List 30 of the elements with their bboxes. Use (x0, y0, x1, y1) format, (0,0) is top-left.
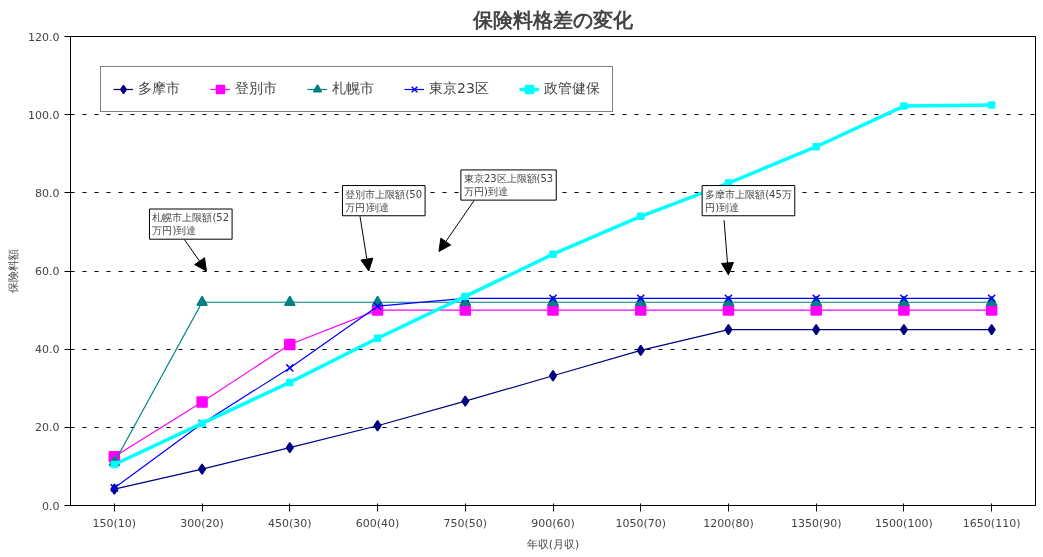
x-tick-label: 1500(100) (875, 516, 933, 530)
annotation: 札幌市上限額(52万円)到達 (152, 212, 230, 237)
legend-label: 政管健保 (543, 80, 600, 98)
x-axis-title: 年収(月収) (526, 537, 580, 551)
legend-label: 札幌市 (332, 80, 374, 98)
chart-title: 保険料格差の変化 (472, 7, 634, 32)
x-tick-label: 150(10) (92, 516, 137, 530)
x-tick-label: 300(20) (180, 516, 224, 530)
x-tick-label: 900(60) (531, 516, 575, 530)
legend-label: 登別市 (235, 80, 277, 98)
y-tick-label: 80.0 (35, 186, 60, 200)
y-tick-label: 120.0 (28, 30, 60, 44)
x-tick-label: 750(50) (443, 516, 488, 530)
x-tick-label: 600(40) (355, 516, 400, 530)
y-tick-label: 60.0 (35, 265, 60, 278)
x-tick-label: 1650(110) (962, 516, 1021, 530)
x-tick-label: 450(30) (268, 516, 312, 530)
annotation: 多摩市上限額(45万円)到達 (705, 188, 792, 213)
annotation: 登別市上限額(50万円)到達 (345, 188, 423, 213)
y-tick-label: 0.0 (42, 499, 60, 513)
legend-label: 多摩市 (138, 80, 180, 98)
x-tick-label: 1050(70) (615, 516, 667, 530)
y-tick-label: 40.0 (35, 343, 60, 357)
y-axis-title: 保険料額 (7, 249, 21, 293)
y-tick-label: 20.0 (35, 421, 60, 435)
x-tick-label: 1200(80) (703, 516, 754, 530)
x-tick-label: 1350(90) (790, 516, 842, 530)
legend-label: 東京23区 (429, 80, 489, 98)
y-tick-label: 100.0 (28, 108, 60, 122)
annotation: 東京23区上限額(53万円)到達 (463, 172, 554, 198)
